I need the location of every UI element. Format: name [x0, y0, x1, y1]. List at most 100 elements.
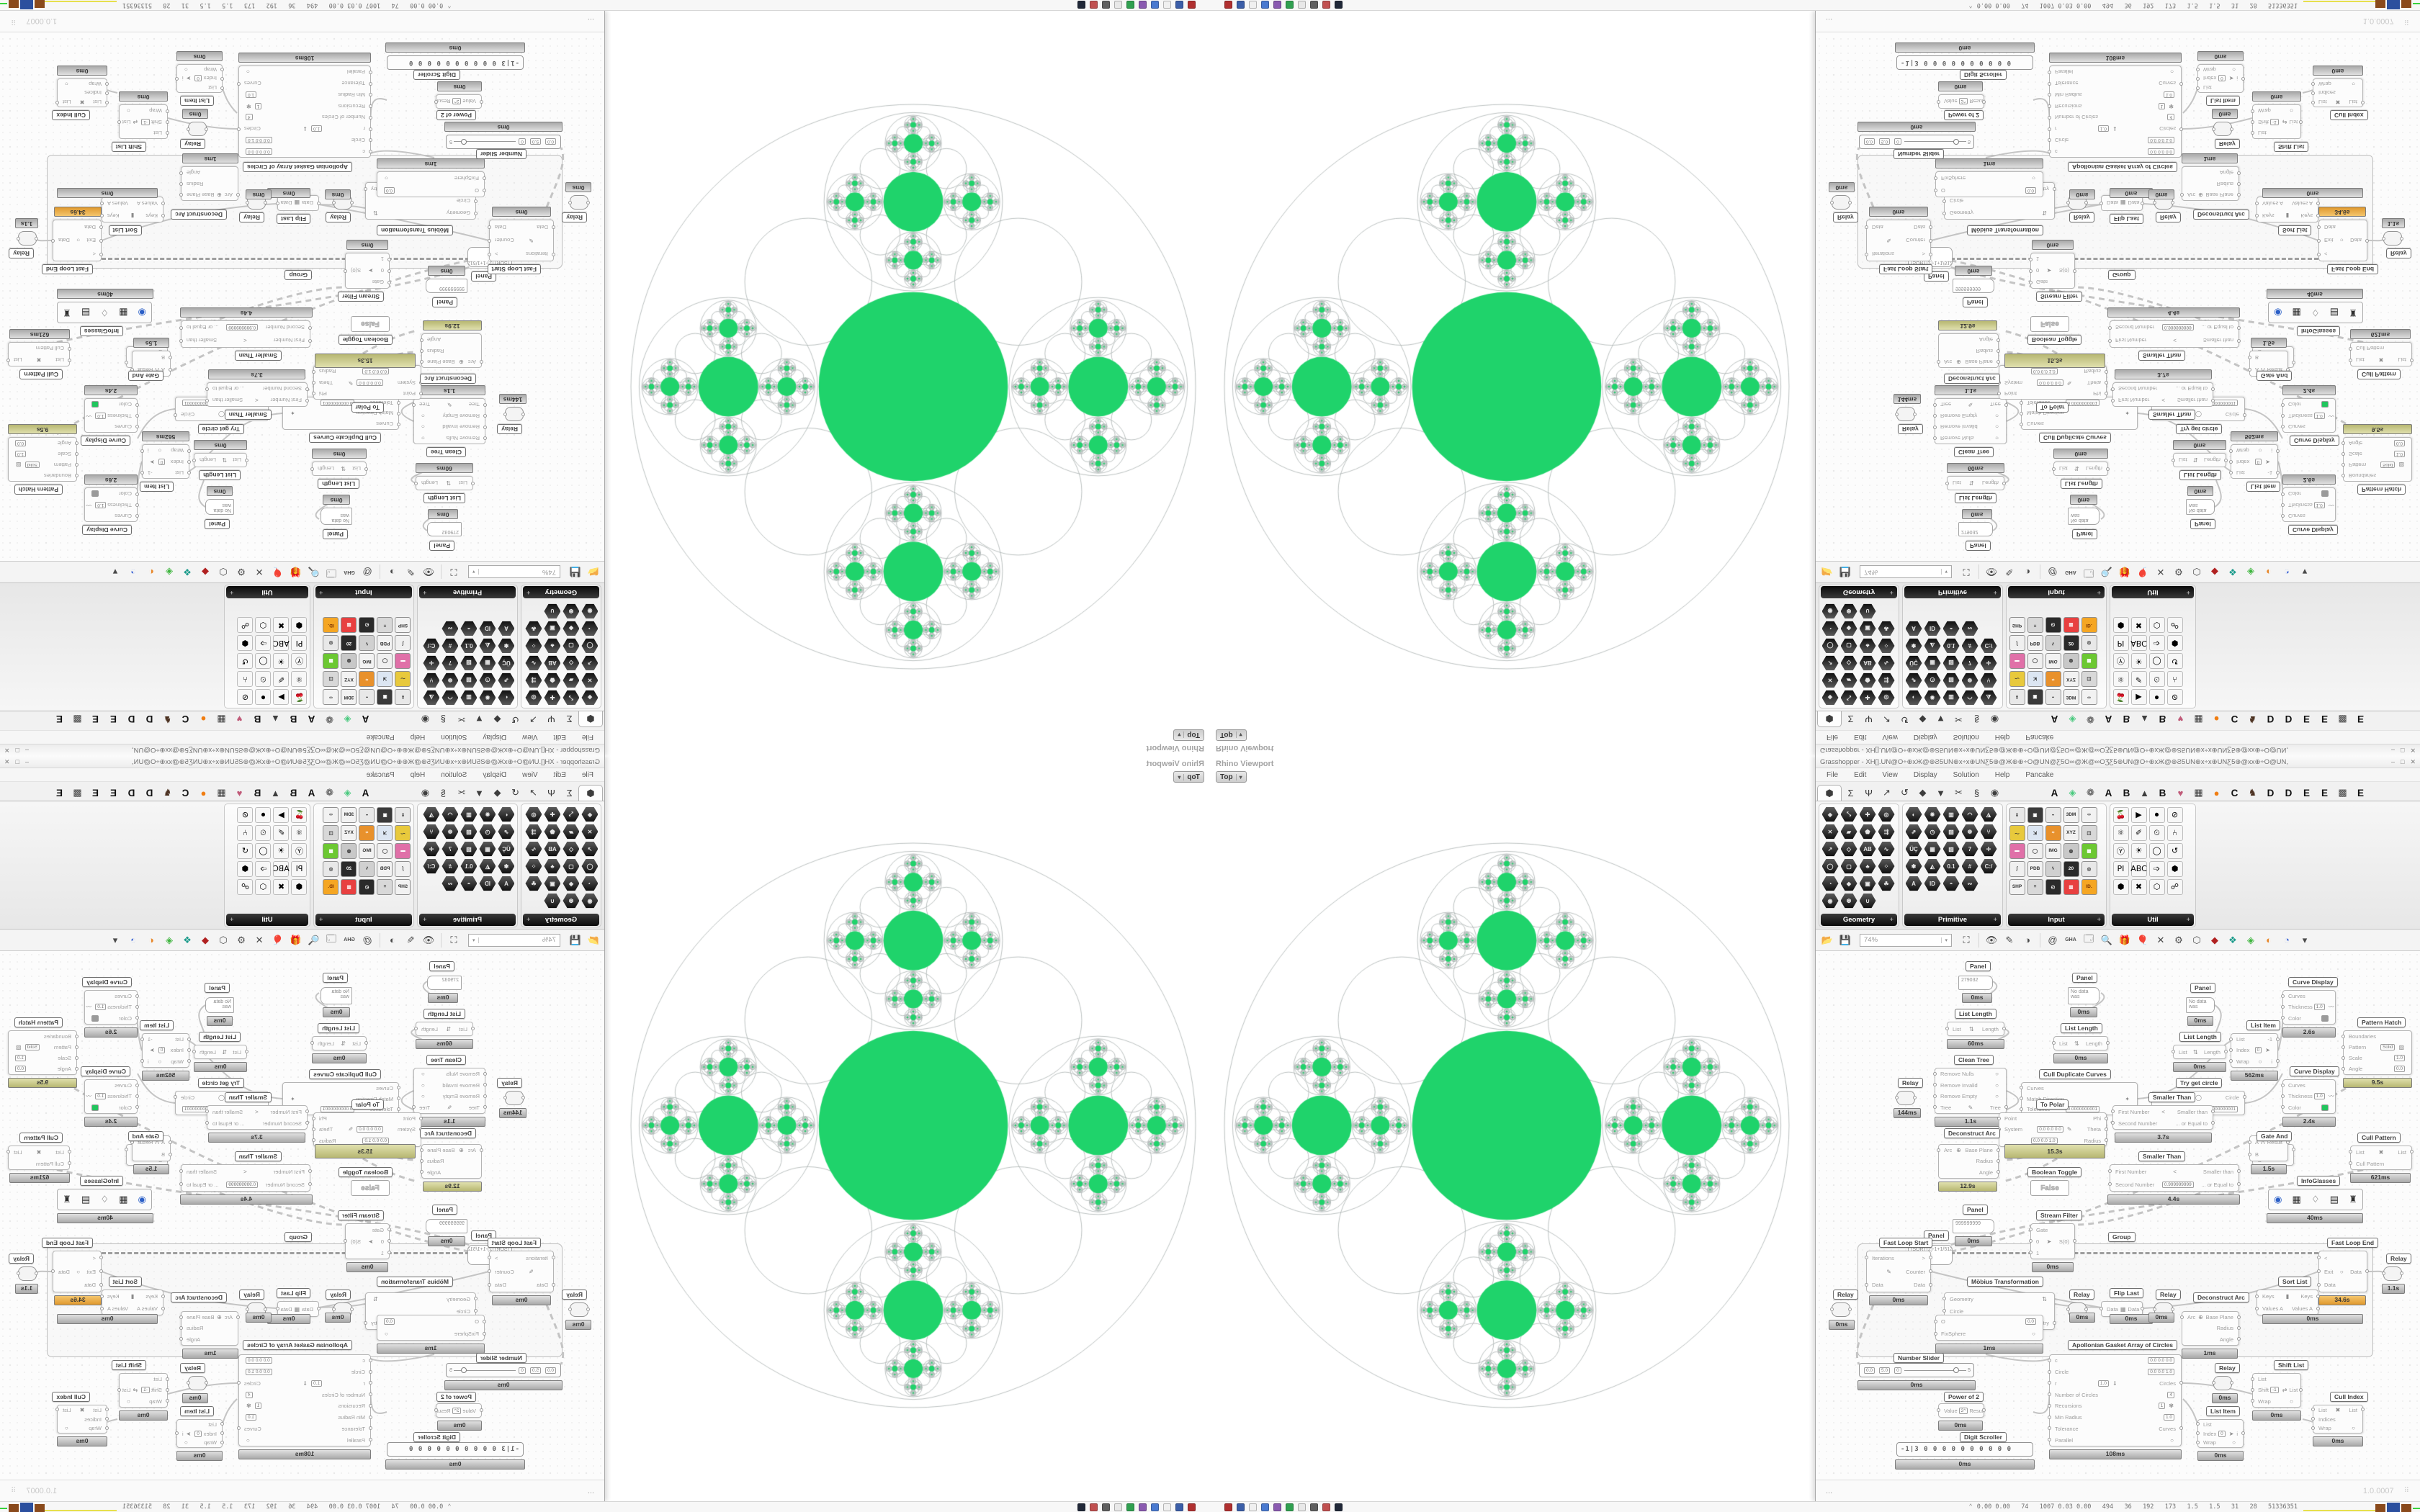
more-icon[interactable]: ▾ [112, 567, 118, 578]
output-port[interactable] [2365, 1269, 2369, 1273]
component-icon[interactable]: ▥ [1942, 806, 1960, 822]
input-port[interactable] [2048, 150, 2051, 154]
component-icon[interactable]: ◠ [442, 807, 459, 822]
input-port[interactable] [135, 994, 139, 998]
value-chip[interactable]: 1.0 [2163, 1414, 2174, 1421]
window-icon[interactable]: 🗔 [326, 932, 337, 944]
panel-value-box[interactable]: No data was [205, 499, 234, 515]
component-icon[interactable]: 3DM [341, 806, 357, 823]
component-icon[interactable]: ♣ [544, 859, 561, 874]
output-port[interactable] [414, 1027, 418, 1030]
node-name-tag[interactable]: Relay [2069, 212, 2094, 222]
slider-knob[interactable] [461, 1367, 467, 1373]
tray-icon-8[interactable] [1322, 1, 1330, 9]
component-icon[interactable]: ▶ [2130, 689, 2147, 706]
find-icon[interactable]: 🔍 [2100, 934, 2113, 945]
output-port[interactable] [312, 1138, 315, 1143]
tray-icon-4[interactable] [1139, 1503, 1147, 1511]
component-icon[interactable]: ∞ [323, 806, 339, 823]
output-port[interactable] [2105, 381, 2108, 385]
component-icon[interactable]: Ⓨ [291, 653, 308, 670]
orange-blob-icon[interactable]: ◐ [2266, 567, 2272, 577]
component-icon[interactable]: ✚ [544, 690, 561, 706]
component-icon[interactable]: ❆ [563, 894, 580, 909]
component-node[interactable]: Keys ▮ Keys Values A Values A [100, 1290, 165, 1315]
output-port[interactable] [1848, 1308, 1852, 1311]
gem-icon[interactable]: ◆ [2211, 567, 2218, 578]
output-port[interactable] [100, 1306, 104, 1310]
component-node[interactable]: First Number < Smaller than Second Number 0.… [179, 320, 312, 348]
component-icon[interactable]: ◯ [2148, 653, 2165, 670]
tab-plugin-bird[interactable]: ♞ [163, 787, 172, 798]
output-port[interactable] [140, 1037, 144, 1041]
component-node[interactable]: List ⇅ Length [2052, 1036, 2110, 1050]
value-chip[interactable]: 0.0000000001 [2065, 399, 2100, 406]
menu-item-edit[interactable]: Edit [1854, 733, 1867, 742]
input-port[interactable] [169, 1152, 172, 1156]
component-icon[interactable]: ▣ [2027, 689, 2043, 706]
component-icon[interactable]: ⁘ [1878, 639, 1895, 654]
component-node[interactable]: List Shift -1 ⇄ List Wrap ○ [117, 1373, 169, 1408]
output-port[interactable] [51, 1269, 55, 1273]
tab-params[interactable]: ⬢ [578, 785, 603, 801]
tab-params[interactable]: ⬢ [578, 711, 603, 727]
input-port[interactable] [99, 1282, 103, 1287]
node-name-tag[interactable]: Panel [1963, 297, 1988, 307]
component-icon[interactable]: ☘ [526, 876, 542, 891]
node-name-tag[interactable]: Stream Filter [2036, 292, 2082, 302]
menu-item-solution[interactable]: Solution [441, 733, 467, 742]
component-icon[interactable]: ⚛ [291, 671, 308, 688]
component-node[interactable]: List Index 0 ➤ i Wrap ○ [2196, 1419, 2245, 1448]
output-port[interactable] [488, 1256, 491, 1260]
node-name-tag[interactable]: Number Slider [1894, 1353, 1945, 1363]
tab-plugin-b1[interactable]: B [2123, 714, 2130, 725]
component-icon[interactable]: 0.1 [1942, 858, 1960, 874]
component-node[interactable]: List ⇅ Length [310, 1036, 368, 1050]
sketch-icon[interactable]: ✎ [406, 934, 415, 945]
node-name-tag[interactable]: Apollonian Gasket Array of Circles [243, 162, 352, 172]
tab-vector[interactable]: ↗ [1883, 714, 1891, 725]
node-name-tag[interactable]: Try get circle [197, 1078, 244, 1088]
info-glasses-node[interactable]: ◉ ▦ ♢ ▤ ♜ [2268, 302, 2363, 323]
slider-value-chip[interactable]: 0.0 [544, 138, 556, 145]
component-icon[interactable]: ∫ [395, 635, 411, 652]
value-chip[interactable]: 0.0 [384, 187, 395, 194]
tab-maths[interactable]: Σ [1847, 787, 1854, 798]
resize-grip-icon[interactable]: ⠿ [2403, 1487, 2410, 1495]
component-node[interactable]: Boundaries Pattern Solid ▨ Scale 1.0 Angle 0.0 [8, 1030, 79, 1075]
component-icon[interactable]: ◠ [1962, 690, 1978, 706]
component-icon[interactable]: ➩ [2148, 635, 2165, 652]
component-icon[interactable]: ◆ [1840, 876, 1857, 891]
node-name-tag[interactable]: Panel [2190, 983, 2215, 993]
input-port[interactable] [2048, 1358, 2051, 1362]
input-port[interactable] [1945, 482, 1949, 485]
input-port[interactable] [2020, 401, 2023, 405]
node-name-tag[interactable]: Flip Last [277, 214, 310, 224]
component-node[interactable]: Arc ⊕ Base Plane Radius Angle [420, 333, 483, 368]
component-icon[interactable]: ⇲ [377, 824, 393, 841]
output-port[interactable] [175, 1431, 179, 1435]
input-port[interactable] [474, 1309, 478, 1313]
output-port[interactable] [2243, 413, 2246, 417]
slider-value-chip[interactable]: 5.0 [1879, 138, 1891, 145]
component-icon[interactable]: ▰ [1840, 824, 1857, 840]
tab-plugin-d2[interactable]: D [127, 714, 135, 725]
node-name-tag[interactable]: Boolean Toggle [2027, 1167, 2082, 1177]
input-port[interactable] [1937, 1148, 1940, 1152]
maximize-button[interactable]: □ [15, 747, 19, 755]
input-port[interactable] [2048, 1403, 2051, 1408]
component-icon[interactable]: ⑂ [424, 824, 440, 840]
relay-node[interactable] [1830, 195, 1852, 210]
component-node[interactable]: Point Phi System 0.0 0.0 0.0 ✎ Theta 0.0 0.0 1… [312, 365, 423, 400]
component-node[interactable]: O 0.0 FixSphere ○ [377, 1315, 486, 1341]
component-icon[interactable]: ▣ [544, 876, 561, 891]
status-ellipsis[interactable]: ... [1826, 17, 1833, 26]
component-icon[interactable]: XYZ [341, 671, 357, 688]
input-port[interactable] [2251, 131, 2254, 135]
input-port[interactable] [105, 1417, 109, 1421]
component-icon[interactable]: ▦ [480, 656, 496, 671]
solver-icon[interactable]: ⚙ [237, 567, 246, 578]
component-icon[interactable]: ◎ [323, 635, 339, 652]
input-port[interactable] [2172, 459, 2175, 462]
output-port[interactable] [310, 1041, 314, 1045]
